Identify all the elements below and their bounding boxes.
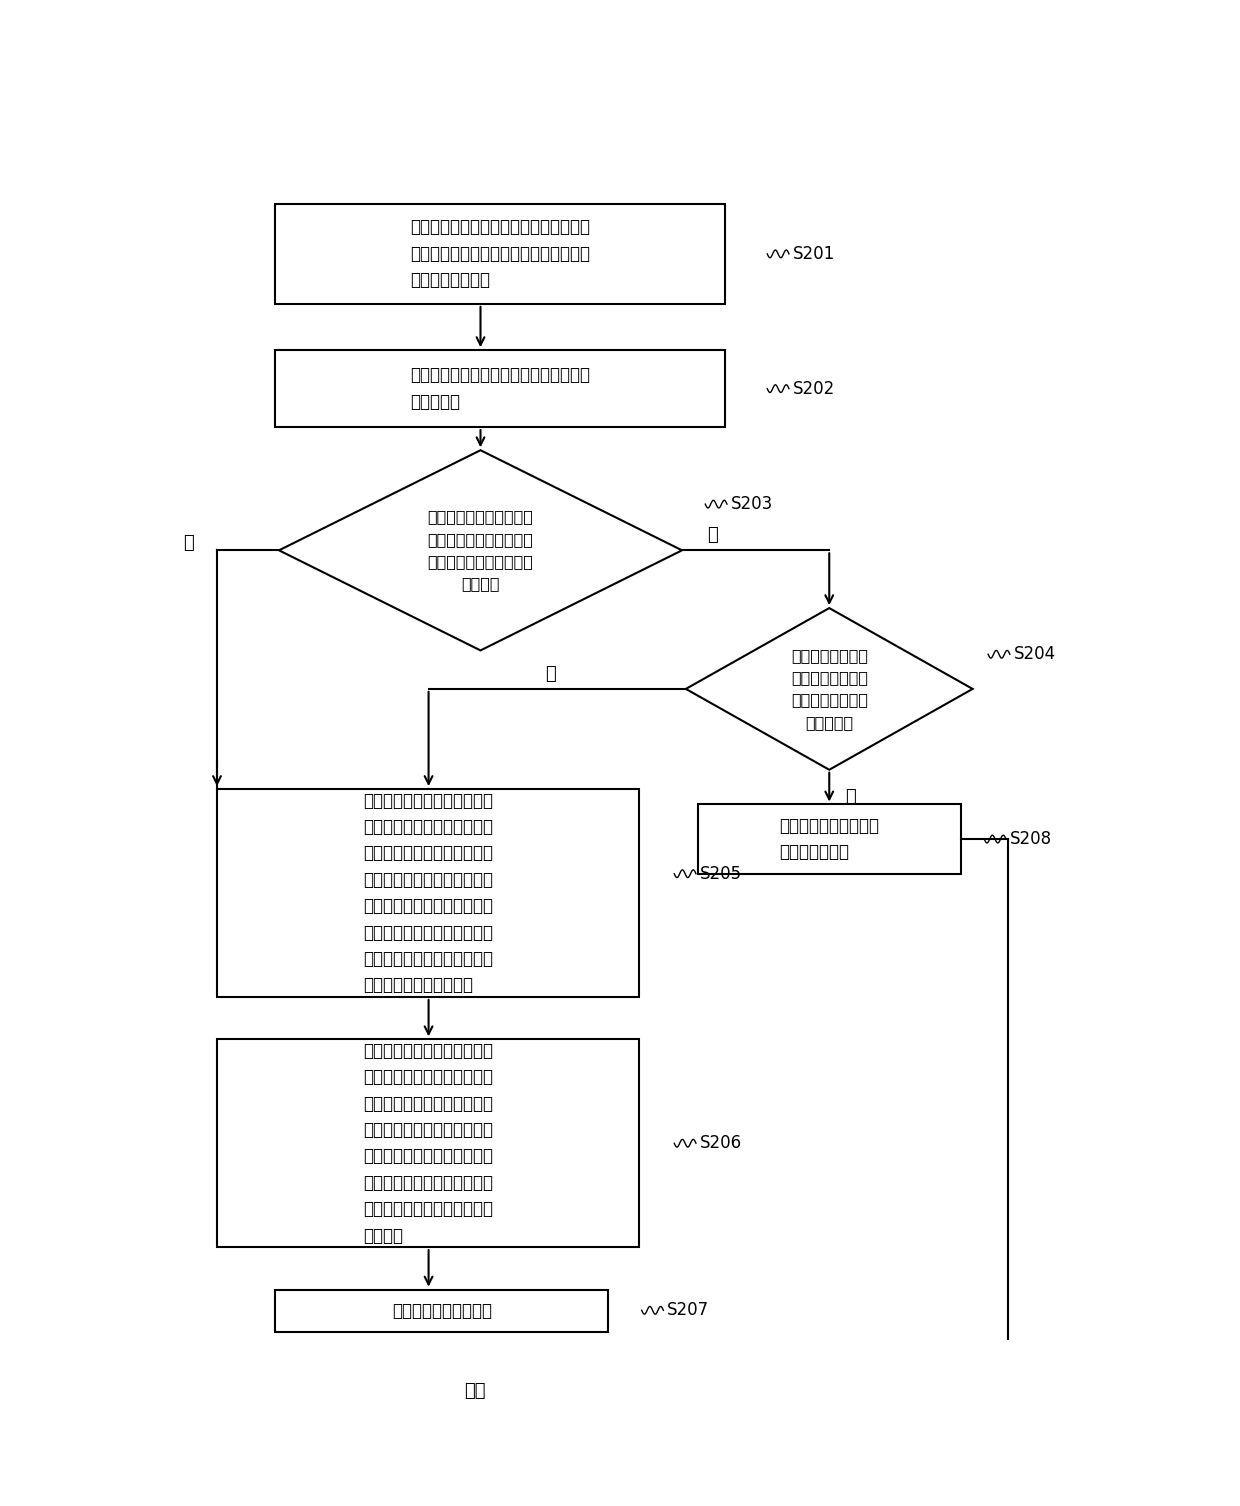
Text: S203: S203 <box>730 495 773 514</box>
Text: S202: S202 <box>792 380 835 398</box>
Text: 否: 否 <box>184 533 193 551</box>
Bar <box>217 1039 640 1247</box>
FancyBboxPatch shape <box>403 1369 547 1414</box>
Text: 第一设备根据邻居信息和第一
消息的物理头中包括的第三设
备的标识确定第一设备监听第
三设备发送的消息时的历史路
径损耗；其中，邻居信息为第
一设备监听其他设备发: 第一设备根据邻居信息和第一 消息的物理头中包括的第三设 备的标识确定第一设备监听… <box>363 792 494 994</box>
Text: S204: S204 <box>1014 645 1055 663</box>
Text: 第一设备根据第二
设备的标识，确定
第一设备与第三设
备是否不同: 第一设备根据第二 设备的标识，确定 第一设备与第三设 备是否不同 <box>791 648 868 730</box>
Text: S205: S205 <box>699 864 742 883</box>
Text: 是: 是 <box>544 664 556 682</box>
Text: 是: 是 <box>708 526 718 544</box>
Text: 第一设备根据第一消息的传输
类型、第一设备待发送的第二
消息的传输类型，以及，第一
设备监听第三设备发送的消息
时的历史路径损耗，确定是否
在第二设备通过第一信: 第一设备根据第一消息的传输 类型、第一设备待发送的第二 消息的传输类型，以及，第… <box>363 1042 494 1244</box>
Text: S201: S201 <box>792 245 835 264</box>
Polygon shape <box>686 608 972 770</box>
Bar <box>217 789 640 997</box>
Text: 第一设备通过监听第一消息的物理头获取
直连传输指示、第二设备所在的网络标识
和第三设备的标识: 第一设备通过监听第一消息的物理头获取 直连传输指示、第二设备所在的网络标识 和第… <box>410 218 590 289</box>
Text: S207: S207 <box>667 1301 709 1319</box>
Polygon shape <box>279 450 682 651</box>
Text: S208: S208 <box>1009 830 1052 848</box>
Bar <box>697 804 961 873</box>
Text: 第一设备根据第二设备所
在的网络标识判断第一设
备与第二设备是否属于同
一个网络: 第一设备根据第二设备所 在的网络标识判断第一设 备与第二设备是否属于同 一个网络 <box>428 509 533 592</box>
Text: S206: S206 <box>699 1134 742 1152</box>
Text: 第一设备根据直连传输指示获取第一消息
的传输类型: 第一设备根据直连传输指示获取第一消息 的传输类型 <box>410 366 590 411</box>
Bar <box>275 203 724 304</box>
Text: 第一设备发送第二消息: 第一设备发送第二消息 <box>392 1301 492 1319</box>
Text: 否: 否 <box>844 788 856 806</box>
Bar <box>275 1289 609 1331</box>
Text: 第一设备继续接收第一
消息的剩余部分: 第一设备继续接收第一 消息的剩余部分 <box>779 816 879 861</box>
Bar <box>275 349 724 428</box>
Text: 结束: 结束 <box>464 1383 485 1401</box>
